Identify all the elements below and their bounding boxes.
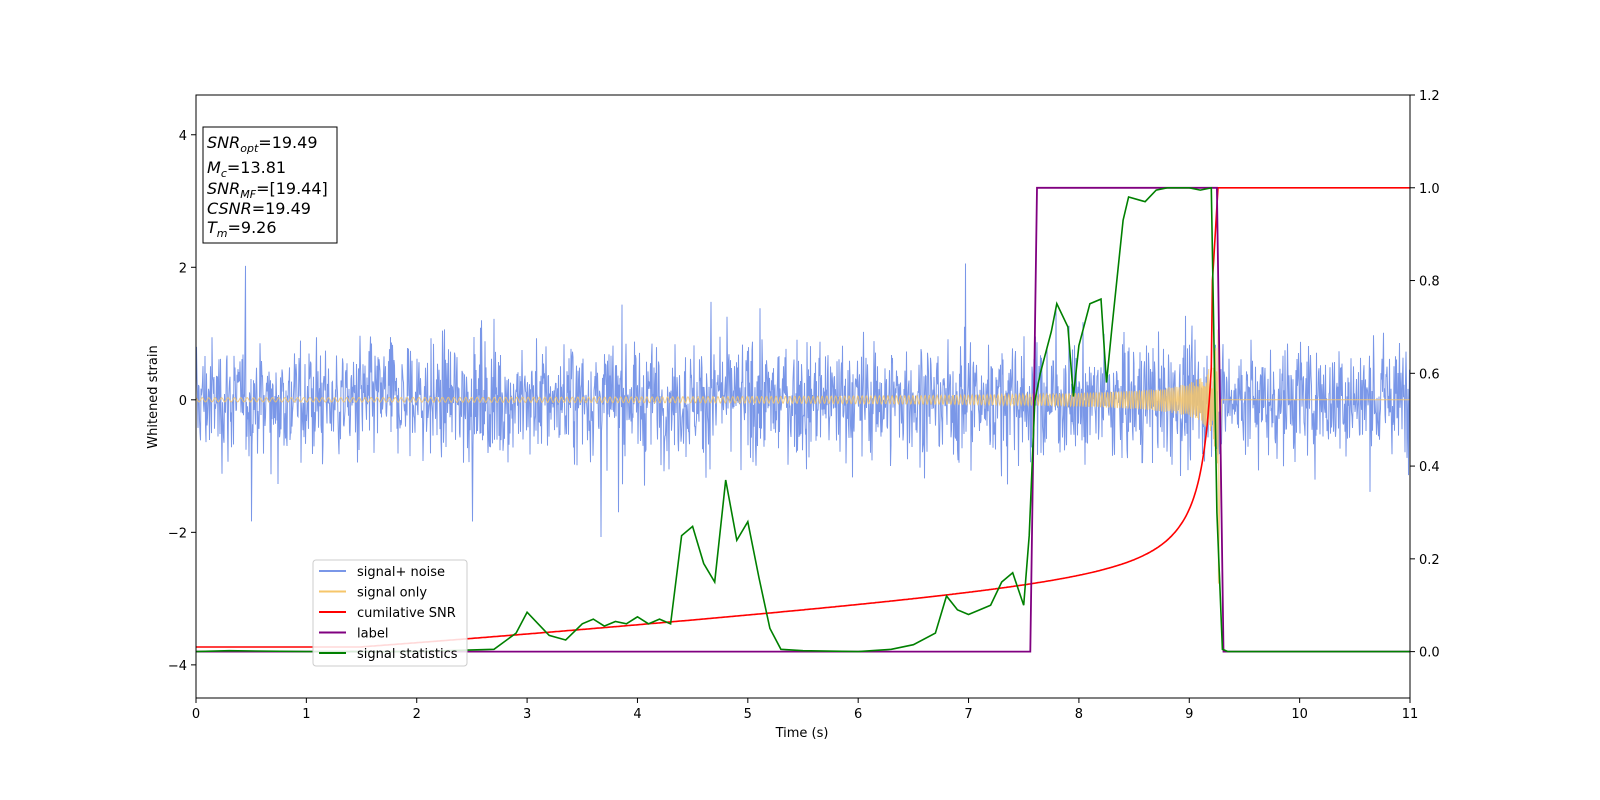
y-right-tick-label: 1.0 xyxy=(1419,182,1440,197)
stat-snr-mf: SNRMF=[19.44] xyxy=(207,179,328,201)
y-right-tick-label: 0.2 xyxy=(1419,553,1440,568)
x-tick-label: 1 xyxy=(302,707,310,722)
x-tick-label: 8 xyxy=(1075,707,1083,722)
y-right-tick-label: 0.6 xyxy=(1419,367,1440,382)
stats-box: SNRopt=19.49 Mc=13.81 SNRMF=[19.44] CSNR… xyxy=(202,126,338,244)
y-axis-label: Whitened strain xyxy=(146,345,161,448)
x-tick-label: 11 xyxy=(1402,707,1419,722)
stat-csnr: CSNR=19.49 xyxy=(207,199,311,218)
x-tick-label: 10 xyxy=(1291,707,1308,722)
y-axis-left: −4 −2 0 2 4 xyxy=(168,129,196,674)
series-signal-statistics xyxy=(196,186,1410,653)
legend-label: signal statistics xyxy=(357,647,458,662)
legend-label: label xyxy=(357,627,388,642)
y-left-tick-label: 0 xyxy=(179,394,187,409)
y-left-tick-label: −2 xyxy=(168,526,187,541)
y-left-tick-label: −4 xyxy=(168,659,187,674)
stat-chirp-mass: Mc=13.81 xyxy=(207,158,286,180)
x-tick-label: 2 xyxy=(413,707,421,722)
x-tick-label: 7 xyxy=(964,707,972,722)
y-axis-right: 0.0 0.2 0.4 0.6 0.8 1.0 1.2 xyxy=(1410,89,1440,661)
legend-label: signal+ noise xyxy=(357,565,445,580)
stats-box-frame xyxy=(202,126,338,244)
legend-label: signal only xyxy=(357,586,427,601)
axes-frame xyxy=(195,94,1411,699)
stat-snr-opt: SNRopt=19.49 xyxy=(207,133,318,155)
x-tick-label: 0 xyxy=(192,707,200,722)
x-tick-label: 3 xyxy=(523,707,531,722)
y-right-tick-label: 0.0 xyxy=(1419,646,1440,661)
stat-merger-time: Tm=9.26 xyxy=(207,218,277,240)
x-tick-label: 6 xyxy=(854,707,862,722)
x-tick-label: 9 xyxy=(1185,707,1193,722)
x-axis-label: Time (s) xyxy=(775,726,829,741)
x-tick-label: 4 xyxy=(633,707,641,722)
x-axis: 0 1 2 3 4 5 6 7 8 9 10 11 xyxy=(192,698,1418,722)
y-right-tick-label: 1.2 xyxy=(1419,89,1440,104)
legend: signal+ noise signal only cumilative SNR la… xyxy=(312,559,468,667)
legend-label: cumilative SNR xyxy=(357,606,456,621)
y-right-tick-label: 0.8 xyxy=(1419,275,1440,290)
y-right-tick-label: 0.4 xyxy=(1419,460,1440,475)
series-signal-only xyxy=(196,329,1410,584)
y-left-tick-label: 4 xyxy=(179,129,187,144)
y-left-tick-label: 2 xyxy=(179,261,187,276)
x-tick-label: 5 xyxy=(744,707,752,722)
legend-frame xyxy=(312,559,468,667)
